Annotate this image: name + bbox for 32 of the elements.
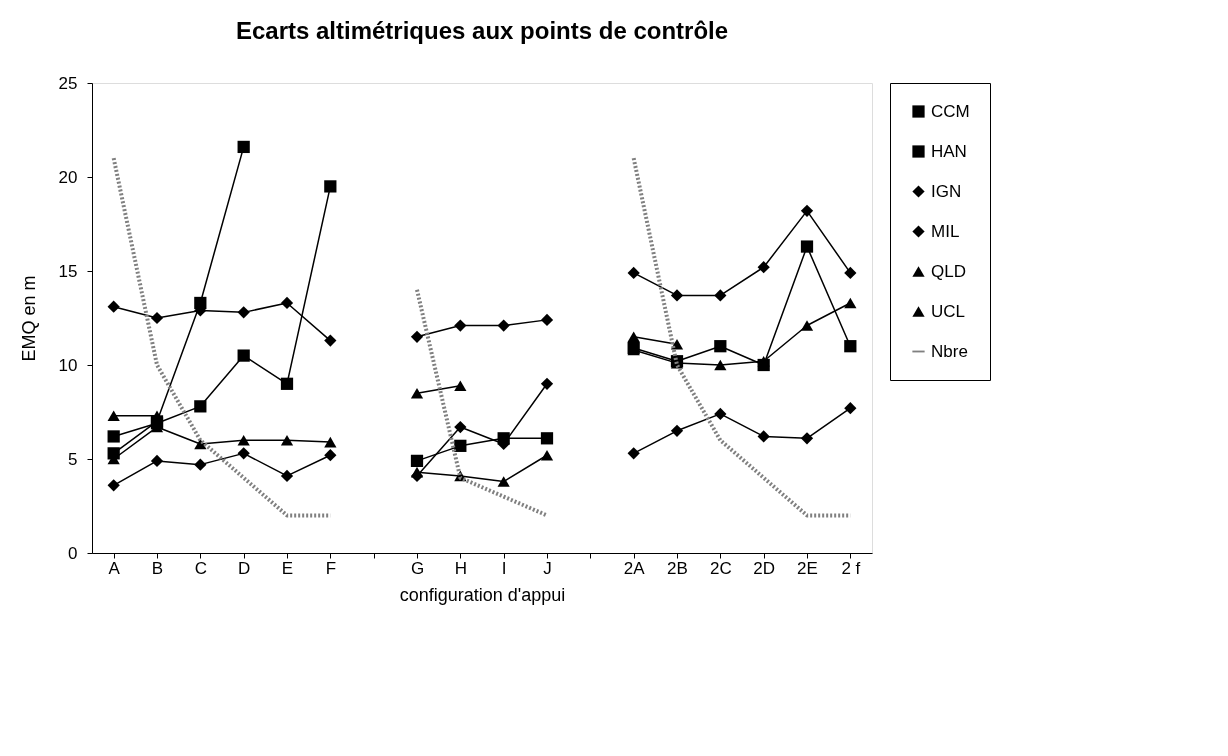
x-tick-label: B [151,558,164,578]
legend-label: UCL [931,301,966,321]
x-tick-label: H [454,558,467,578]
y-axis-title: EMQ en m [18,275,39,362]
y-tick-label: 5 [68,449,78,469]
legend-label: HAN [931,141,967,161]
x-tick-label: J [543,558,552,578]
y-tick-label: 20 [58,167,78,187]
x-tick-label: 2 f [841,558,861,578]
x-axis-title: configuration d'appui [399,584,566,605]
y-tick-label: 0 [68,543,78,563]
x-tick-label: C [194,558,207,578]
legend-label: Nbre [931,341,968,361]
x-tick-label: I [501,558,507,578]
x-tick-label: 2A [623,558,646,578]
x-tick-label: 2D [753,558,776,578]
legend-label: CCM [931,101,970,121]
x-tick-label: 2C [709,558,732,578]
legend-label: QLD [931,261,966,281]
x-tick-label: 2B [667,558,688,578]
x-tick-label: 2E [797,558,818,578]
legend-label: MIL [931,221,960,241]
x-tick-label: G [410,558,425,578]
x-tick-label: E [281,558,294,578]
x-tick-label: F [325,558,337,578]
y-tick-label: 25 [58,73,78,93]
chart-title: Ecarts altimétriques aux points de contrôle [235,17,729,44]
x-tick-label: D [238,558,251,578]
y-tick-label: 15 [58,261,78,281]
x-tick-label: A [108,558,121,578]
y-tick-label: 10 [58,355,78,375]
legend-label: IGN [931,181,962,201]
